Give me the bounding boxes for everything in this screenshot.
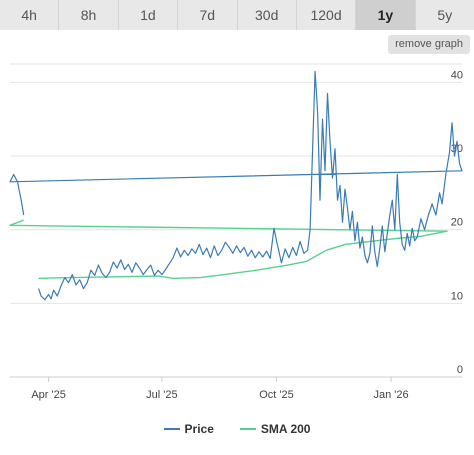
x-tick-label: Jan '26 <box>373 389 408 401</box>
tab-30d[interactable]: 30d <box>237 0 297 30</box>
legend-item-sma[interactable]: SMA 200 <box>239 422 311 436</box>
y-tick-label: 0 <box>457 364 463 376</box>
tab-1d[interactable]: 1d <box>118 0 179 30</box>
x-axis: Apr '25 Jul '25 Oct '25 Jan '26 <box>10 376 462 401</box>
chart-legend: Price SMA 200 <box>0 421 474 437</box>
price-series-line <box>9 70 463 301</box>
x-tick-label: Apr '25 <box>31 389 66 401</box>
tab-7d[interactable]: 7d <box>178 0 238 30</box>
tab-4h[interactable]: 4h <box>0 0 60 30</box>
legend-sma-label: SMA 200 <box>260 422 311 436</box>
legend-price-swatch <box>163 428 180 430</box>
chart-grid <box>10 63 462 304</box>
tab-1y[interactable]: 1y <box>356 0 416 30</box>
chart-series <box>9 70 463 301</box>
remove-graph-button[interactable]: remove graph <box>388 35 470 54</box>
sma-series-line <box>9 219 448 280</box>
legend-sma-swatch <box>239 428 256 430</box>
tab-8h[interactable]: 8h <box>59 0 119 30</box>
legend-price-label: Price <box>184 422 214 436</box>
tab-5y[interactable]: 5y <box>415 0 474 30</box>
x-tick-label: Oct '25 <box>259 389 294 401</box>
y-tick-label: 20 <box>451 217 463 229</box>
range-tabs: 4h 8h 1d 7d 30d 120d 1y 5y <box>0 0 474 30</box>
y-tick-label: 10 <box>451 290 463 302</box>
tab-120d[interactable]: 120d <box>296 0 357 30</box>
x-tick-label: Jul '25 <box>146 389 177 401</box>
legend-item-price[interactable]: Price <box>163 422 214 436</box>
y-tick-label: 40 <box>451 69 463 81</box>
